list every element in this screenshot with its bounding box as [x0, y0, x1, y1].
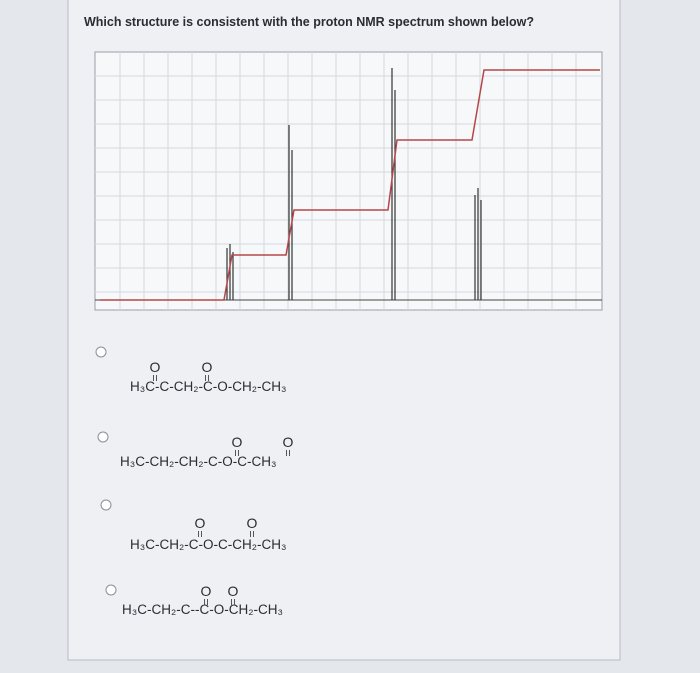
- carbonyl-oxygen: O: [232, 434, 243, 450]
- spectrum-frame: [94, 51, 603, 311]
- radio-button[interactable]: [100, 499, 112, 511]
- formula: H₃C-CH₂-C-O-C-CH₂-CH₃: [130, 537, 286, 552]
- carbonyl-oxygen: O: [247, 515, 258, 531]
- peaks: [226, 68, 482, 300]
- radio-button[interactable]: [105, 584, 117, 596]
- radio-button[interactable]: [97, 431, 109, 443]
- formula: H₃C-CH₂-C--C-O-CH₂-CH₃: [122, 602, 283, 617]
- carbonyl-oxygen: O: [201, 583, 212, 599]
- carbonyl-oxygen: O: [228, 583, 239, 599]
- carbonyl-oxygen: O: [195, 515, 206, 531]
- spectrum-grid: [95, 52, 602, 310]
- carbonyl-oxygen: O: [150, 359, 161, 375]
- question-text: Which structure is consistent with the p…: [84, 15, 534, 29]
- carbonyl-oxygen: O: [283, 434, 294, 450]
- formula: H₃C-C-CH₂-C-O-CH₂-CH₃: [130, 379, 286, 394]
- integration-curve: [100, 69, 600, 301]
- formula: H₃C-CH₂-CH₂-C-O-C-CH₃: [120, 454, 276, 469]
- radio-button[interactable]: [95, 346, 107, 358]
- nmr-spectrum: [94, 51, 603, 311]
- carbonyl-oxygen: O: [202, 359, 213, 375]
